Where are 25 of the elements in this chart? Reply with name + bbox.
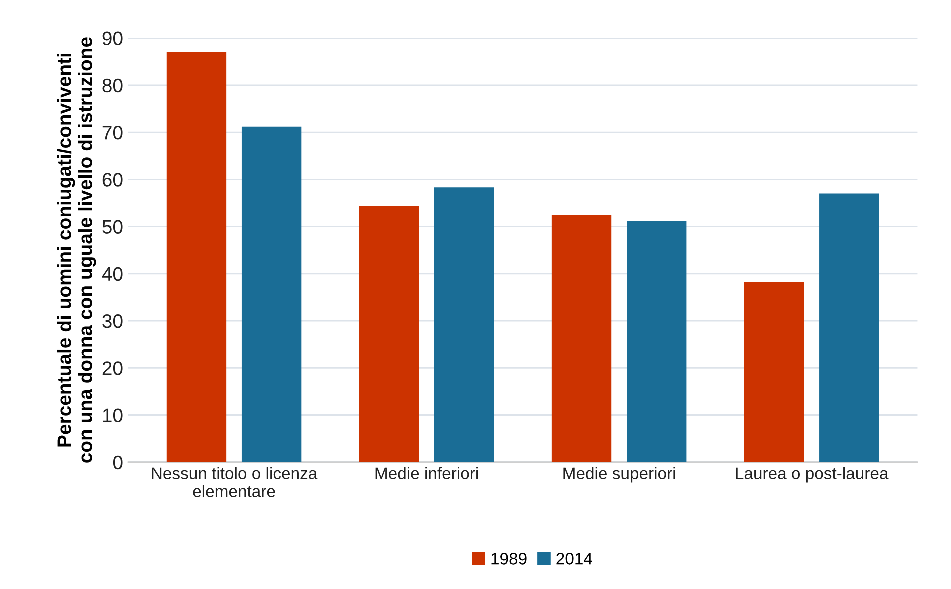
bar xyxy=(359,206,420,462)
y-tick-label: 10 xyxy=(103,408,123,422)
x-tick-label: Nessun titolo o licenza elementare xyxy=(152,467,318,498)
y-tick-label: 30 xyxy=(102,314,123,328)
x-tick-label: Medie superiori xyxy=(564,467,676,483)
y-tick-label: 50 xyxy=(102,220,123,234)
y-tick-label: 40 xyxy=(102,267,123,282)
y-tick-label: 90 xyxy=(102,32,123,46)
y-tick-label: 60 xyxy=(102,173,123,187)
bar xyxy=(627,221,687,462)
x-tick-label: Laurea o post-laurea xyxy=(736,467,889,483)
y-tick-label: 0 xyxy=(113,456,123,470)
x-tick-label: Medie inferiori xyxy=(376,467,478,480)
y-tick-label: 70 xyxy=(102,126,123,140)
bar xyxy=(820,194,880,462)
y-tick-label: 80 xyxy=(102,78,123,93)
bar xyxy=(744,282,804,462)
legend-label: 1989 xyxy=(492,553,527,565)
y-tick-label: 20 xyxy=(102,362,123,376)
bar xyxy=(166,52,227,462)
y-axis-title: Percentuale di uomini coniugati/conviventi con una donna con uguale livello di istruzione xyxy=(57,38,96,463)
bar xyxy=(434,188,494,462)
legend-label: 2014 xyxy=(556,553,592,565)
bar xyxy=(552,215,612,462)
bar xyxy=(242,126,302,462)
